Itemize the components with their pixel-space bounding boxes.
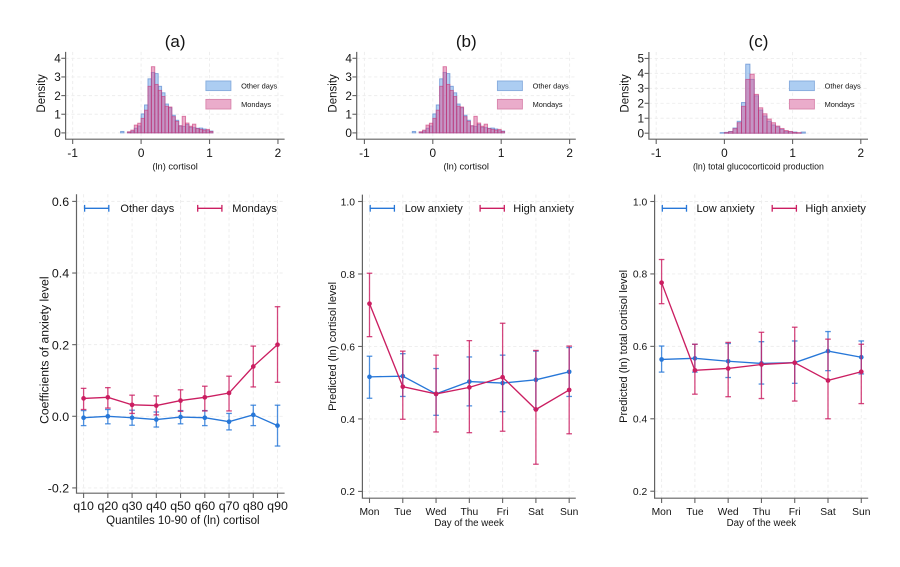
svg-text:Wed: Wed: [426, 507, 447, 518]
svg-text:2: 2: [275, 146, 282, 160]
svg-text:q40: q40: [146, 499, 167, 513]
svg-text:Sun: Sun: [560, 507, 579, 518]
svg-text:(a): (a): [165, 32, 186, 51]
svg-text:0.2: 0.2: [633, 487, 648, 498]
svg-text:0: 0: [345, 126, 352, 140]
svg-text:0.6: 0.6: [341, 342, 356, 353]
svg-text:q10: q10: [73, 499, 94, 513]
svg-text:1: 1: [206, 146, 213, 160]
svg-text:Thu: Thu: [460, 507, 478, 518]
svg-text:Sat: Sat: [528, 507, 544, 518]
svg-text:q50: q50: [170, 499, 191, 513]
svg-text:(c): (c): [749, 32, 769, 51]
svg-text:2: 2: [54, 89, 61, 103]
svg-text:High anxiety: High anxiety: [805, 203, 866, 215]
svg-text:Mondays: Mondays: [241, 100, 271, 109]
svg-text:Sun: Sun: [852, 507, 871, 518]
svg-text:Density: Density: [36, 74, 48, 113]
svg-text:0.2: 0.2: [341, 487, 356, 498]
svg-text:4: 4: [345, 52, 352, 66]
svg-text:Quantiles 10-90 of (ln) cortis: Quantiles 10-90 of (ln) cortisol: [106, 515, 259, 527]
svg-text:0.4: 0.4: [341, 415, 356, 426]
svg-text:Predicted (ln) total cortisol: Predicted (ln) total cortisol level: [618, 270, 630, 423]
svg-text:Mondays: Mondays: [533, 100, 563, 109]
svg-text:Mondays: Mondays: [232, 203, 277, 215]
svg-text:5: 5: [638, 52, 645, 66]
svg-text:0.8: 0.8: [633, 270, 648, 281]
svg-text:0: 0: [138, 146, 145, 160]
svg-text:Density: Density: [620, 74, 632, 113]
svg-text:2: 2: [566, 146, 573, 160]
svg-text:2: 2: [638, 97, 645, 111]
svg-text:4: 4: [638, 67, 645, 81]
svg-text:Sat: Sat: [820, 507, 836, 518]
svg-text:Predicted (ln) cortisol level: Predicted (ln) cortisol level: [327, 282, 339, 411]
svg-text:q60: q60: [194, 499, 215, 513]
svg-text:Day of the week: Day of the week: [727, 518, 797, 529]
svg-text:q70: q70: [219, 499, 240, 513]
svg-text:0.0: 0.0: [52, 410, 69, 424]
svg-text:Day of the week: Day of the week: [434, 518, 504, 529]
svg-text:Mon: Mon: [359, 507, 379, 518]
svg-text:0.4: 0.4: [633, 415, 648, 426]
svg-text:-0.2: -0.2: [48, 482, 69, 496]
svg-text:Fri: Fri: [497, 507, 509, 518]
svg-text:0: 0: [638, 126, 645, 140]
svg-text:1: 1: [789, 146, 796, 160]
svg-text:0: 0: [54, 126, 61, 140]
svg-text:0.2: 0.2: [52, 338, 69, 352]
svg-text:0: 0: [721, 146, 728, 160]
svg-text:Density: Density: [327, 74, 339, 113]
svg-text:Wed: Wed: [718, 507, 739, 518]
svg-text:0.8: 0.8: [341, 270, 356, 281]
svg-text:1: 1: [54, 107, 61, 121]
svg-text:High anxiety: High anxiety: [513, 203, 574, 215]
svg-text:1.0: 1.0: [633, 197, 648, 208]
svg-text:1.0: 1.0: [341, 197, 356, 208]
svg-text:0.6: 0.6: [52, 195, 69, 209]
svg-text:4: 4: [54, 52, 61, 66]
svg-text:3: 3: [54, 70, 61, 84]
svg-text:Fri: Fri: [789, 507, 801, 518]
svg-text:(b): (b): [456, 32, 477, 51]
svg-text:1: 1: [638, 111, 645, 125]
svg-text:-1: -1: [67, 146, 78, 160]
svg-text:3: 3: [345, 70, 352, 84]
svg-text:1: 1: [345, 107, 352, 121]
svg-text:Mondays: Mondays: [825, 100, 855, 109]
svg-text:Other days: Other days: [120, 203, 174, 215]
svg-text:0.4: 0.4: [52, 267, 69, 281]
svg-text:q20: q20: [97, 499, 118, 513]
svg-text:(ln) cortisol: (ln) cortisol: [152, 161, 197, 171]
svg-text:Tue: Tue: [394, 507, 412, 518]
svg-text:q30: q30: [122, 499, 143, 513]
svg-text:Mon: Mon: [652, 507, 672, 518]
svg-text:0: 0: [430, 146, 437, 160]
svg-text:Low anxiety: Low anxiety: [405, 203, 464, 215]
svg-text:-1: -1: [359, 146, 370, 160]
svg-text:(ln) cortisol: (ln) cortisol: [444, 161, 489, 171]
svg-text:Tue: Tue: [686, 507, 704, 518]
svg-text:Other days: Other days: [533, 82, 569, 91]
svg-text:3: 3: [638, 82, 645, 96]
svg-text:Coefficients of anxiety level: Coefficients of anxiety level: [38, 276, 52, 423]
svg-text:Other days: Other days: [241, 82, 277, 91]
svg-text:q80: q80: [243, 499, 264, 513]
svg-text:1: 1: [498, 146, 505, 160]
svg-text:Thu: Thu: [753, 507, 771, 518]
svg-text:Low anxiety: Low anxiety: [697, 203, 756, 215]
svg-text:2: 2: [345, 89, 352, 103]
svg-text:-1: -1: [651, 146, 662, 160]
svg-text:0.6: 0.6: [633, 342, 648, 353]
svg-text:q90: q90: [267, 499, 288, 513]
svg-text:Other days: Other days: [825, 82, 861, 91]
svg-text:(ln) total glucocorticoid prod: (ln) total glucocorticoid production: [693, 161, 824, 171]
svg-text:2: 2: [858, 146, 865, 160]
